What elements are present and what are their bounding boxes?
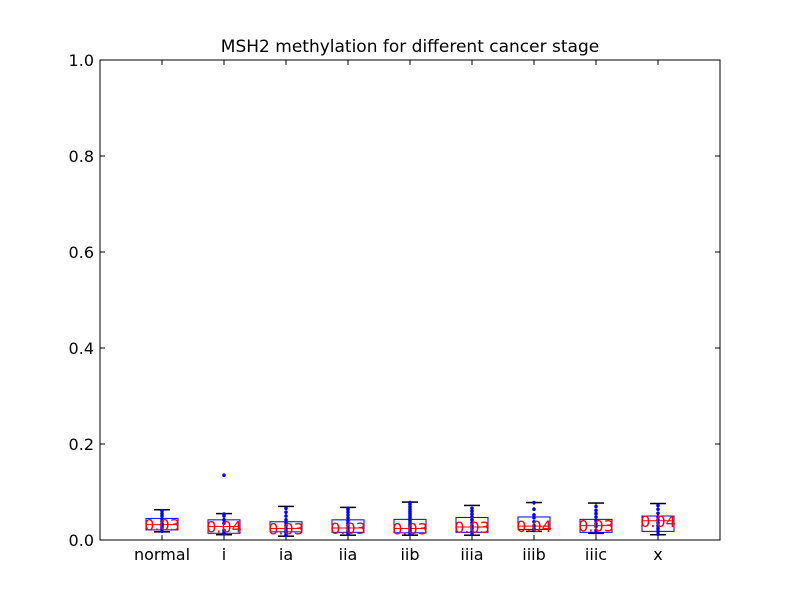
data-point [284,506,288,511]
data-point [656,526,660,531]
data-point [284,520,288,525]
data-point [408,500,412,505]
data-point [284,518,288,522]
data-point [470,532,474,537]
data-point [160,508,164,513]
data-point [346,506,350,511]
data-point [222,473,226,478]
median-annotation: 0.04 [206,518,242,537]
x-tick-label: iiic [585,545,607,564]
data-point [470,518,474,522]
data-point [532,519,536,524]
data-point [470,526,474,531]
data-point [470,512,474,516]
data-point [346,519,350,523]
data-point [594,504,598,509]
data-point [470,523,474,528]
data-point [222,518,226,522]
x-tick-label: iiia [460,545,483,564]
data-point [594,511,598,516]
median-annotation: 0.04 [640,512,676,531]
plot-frame [99,59,721,541]
data-point [222,528,226,533]
data-point [532,500,536,505]
data-point [470,529,474,534]
data-point [656,532,660,537]
data-point [656,529,660,534]
data-point [594,515,598,519]
data-point [160,517,164,521]
median-annotation: 0.03 [144,516,180,535]
x-tick-label: normal [134,545,190,564]
data-point [656,520,660,525]
data-point [656,523,660,528]
data-point [470,515,474,519]
data-point [656,518,660,522]
data-point [222,512,226,516]
data-point [594,521,598,526]
data-point [284,514,288,518]
data-point [594,528,598,533]
data-point [656,511,660,515]
x-tick-label: iiib [522,545,546,564]
data-point [594,524,598,529]
median-annotation: 0.04 [516,517,552,536]
data-point [470,520,474,525]
data-point [346,516,350,520]
chart-title: MSH2 methylation for different cancer st… [221,37,599,57]
data-point [222,521,226,525]
data-point [656,503,660,508]
data-point [284,526,288,531]
data-point [160,511,164,516]
data-point [532,507,536,512]
data-point [532,516,536,520]
data-point [284,510,288,514]
x-tick-label: iia [339,545,358,564]
y-tick-label: 0.6 [69,243,94,262]
median-annotation: 0.03 [454,518,490,537]
y-tick-label: 0.4 [69,339,94,358]
y-tick-label: 0.0 [69,531,94,550]
y-tick-label: 0.2 [69,435,94,454]
data-point [594,508,598,513]
data-point [594,519,598,523]
x-tick-label: x [653,545,662,564]
median-annotation: 0.03 [578,517,614,536]
data-point [656,515,660,519]
data-point [532,526,536,531]
data-point [470,509,474,513]
x-tick-label: ia [279,545,293,564]
data-point [346,513,350,517]
y-tick-label: 1.0 [69,51,94,70]
data-point [532,523,536,528]
data-point [470,506,474,511]
median-annotation: 0.03 [330,519,366,538]
data-point [532,513,536,517]
median-annotation: 0.03 [392,519,428,538]
data-point [656,507,660,512]
x-tick-label: i [222,545,226,564]
data-point [284,523,288,528]
x-tick-label: iib [400,545,419,564]
median-annotation: 0.03 [268,519,304,538]
y-tick-label: 0.8 [69,147,94,166]
